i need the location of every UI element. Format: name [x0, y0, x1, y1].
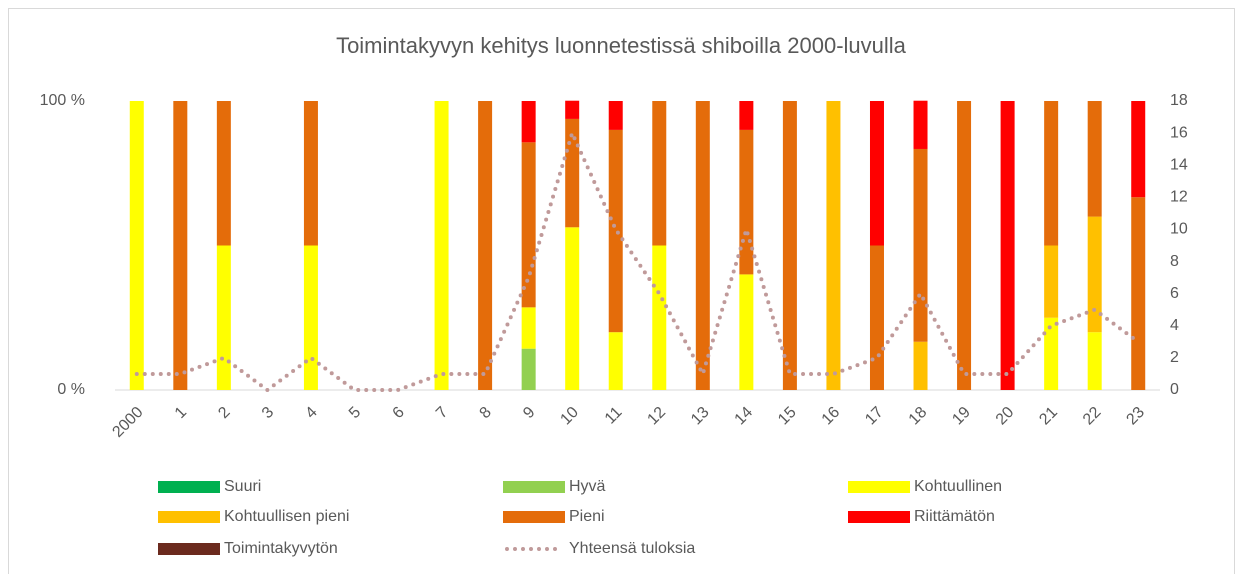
bar-segment — [608, 332, 623, 390]
bar-segment — [565, 100, 580, 119]
bar-segment — [565, 118, 580, 228]
legend-label: Pieni — [569, 508, 605, 525]
bar-segment — [1087, 332, 1102, 390]
y2-tick-label: 4 — [1170, 317, 1179, 334]
y-tick-label: 0 % — [57, 381, 85, 398]
legend-swatch — [848, 481, 910, 493]
legend-label: Toimintakyvytön — [224, 540, 338, 557]
bar-segment — [739, 274, 754, 390]
y2-tick-label: 8 — [1170, 253, 1179, 270]
bar-segment — [739, 129, 754, 275]
bar-segment — [434, 101, 449, 390]
y2-tick-label: 12 — [1170, 189, 1188, 206]
bar-segment — [826, 101, 841, 390]
y2-tick-label: 14 — [1170, 156, 1188, 173]
y-tick-label: 100 % — [40, 92, 85, 109]
legend-swatch — [158, 543, 220, 555]
bar-segment — [1044, 245, 1059, 318]
legend-swatch — [503, 481, 565, 493]
legend-swatch — [848, 511, 910, 523]
bar-segment — [1044, 317, 1059, 390]
bar-segment — [1000, 101, 1015, 390]
bar-segment — [957, 101, 972, 390]
bar-segment — [652, 245, 667, 390]
y2-tick-label: 0 — [1170, 381, 1179, 398]
bar-segment — [869, 101, 884, 246]
bar-segment — [303, 101, 318, 246]
y2-tick-label: 2 — [1170, 349, 1179, 366]
bar-segment — [695, 101, 710, 390]
bar-segment — [521, 348, 536, 390]
legend-label: Suuri — [224, 478, 261, 495]
bar-segment — [782, 101, 797, 390]
bar-segment — [173, 101, 188, 390]
bar-segment — [913, 341, 928, 390]
bar-segment — [913, 148, 928, 342]
bar-segment — [1044, 101, 1059, 246]
bar-segment — [521, 101, 536, 143]
bar-segment — [565, 227, 580, 390]
bar-segment — [608, 129, 623, 333]
legend-swatch — [158, 511, 220, 523]
bar-segment — [1131, 101, 1146, 198]
bar-segment — [1131, 197, 1146, 390]
bar-segment — [216, 245, 231, 390]
bar-segment — [216, 101, 231, 246]
legend-label: Hyvä — [569, 478, 606, 495]
legend-swatch — [503, 511, 565, 523]
bar-segment — [478, 101, 493, 390]
legend-swatch — [158, 481, 220, 493]
bar-segment — [129, 101, 144, 390]
bar-segment — [521, 307, 536, 349]
y2-tick-label: 10 — [1170, 221, 1188, 238]
bar-segment — [1087, 101, 1102, 217]
chart-title: Toimintakyvyn kehitys luonnetestissä shi… — [336, 33, 907, 58]
y2-tick-label: 6 — [1170, 285, 1179, 302]
legend-label: Riittämätön — [914, 508, 995, 525]
bar-segment — [1087, 216, 1102, 333]
bar-segment — [303, 245, 318, 390]
legend-label: Yhteensä tuloksia — [569, 540, 695, 557]
legend-label: Kohtuullisen pieni — [224, 508, 349, 525]
bar-segment — [608, 101, 623, 130]
y2-tick-label: 18 — [1170, 92, 1188, 109]
y2-tick-label: 16 — [1170, 124, 1188, 141]
bar-segment — [869, 245, 884, 390]
bar-segment — [913, 100, 928, 149]
bar-segment — [521, 142, 536, 308]
legend-label: Kohtuullinen — [914, 478, 1002, 495]
bar-segment — [739, 101, 754, 130]
bar-segment — [652, 101, 667, 246]
